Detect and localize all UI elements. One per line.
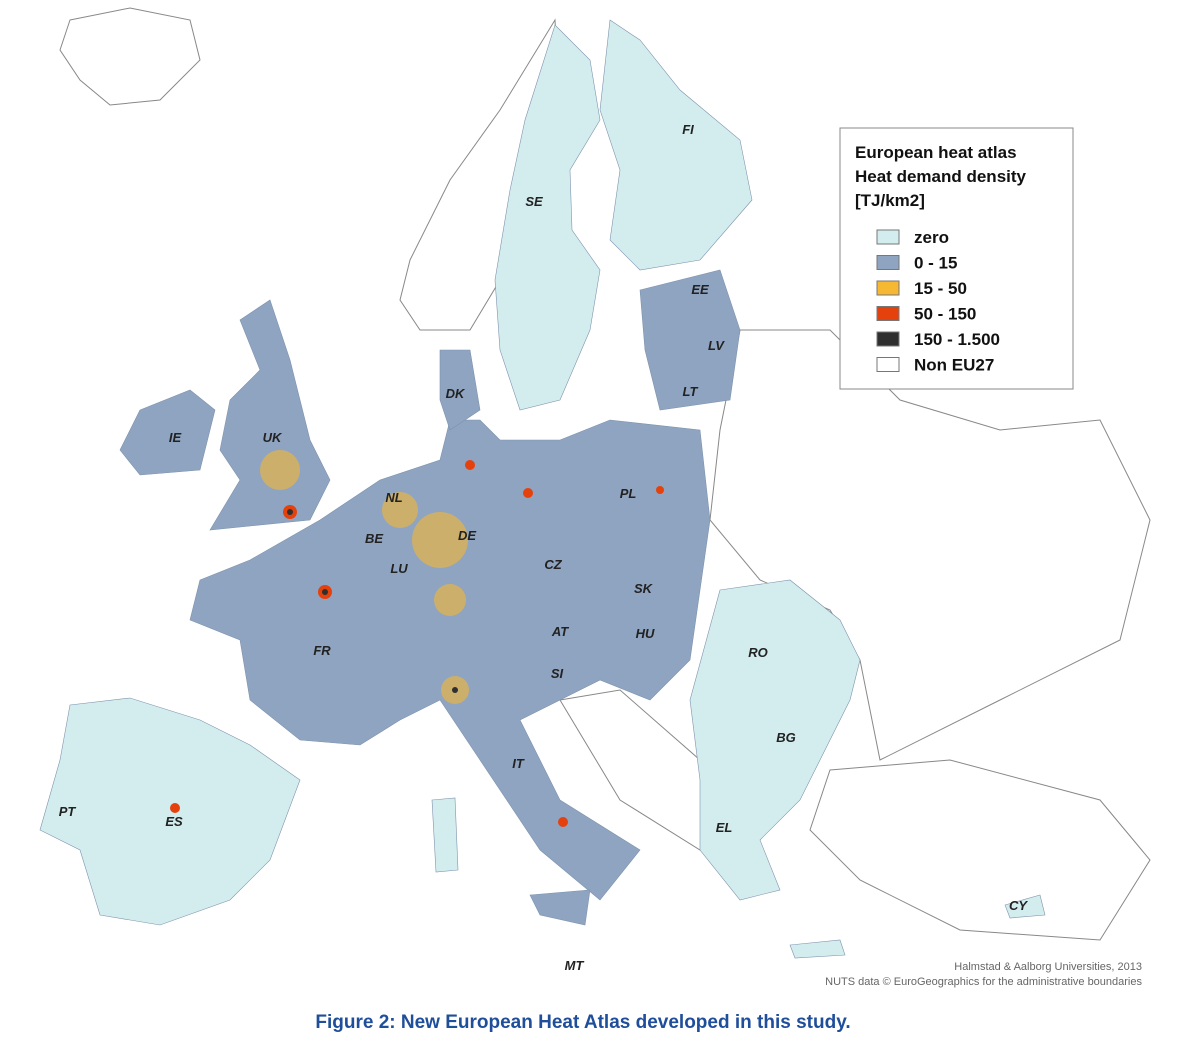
country-label: PL	[620, 486, 637, 501]
country-label: RO	[748, 645, 768, 660]
country-label: MT	[565, 958, 585, 973]
country-label: CY	[1009, 898, 1028, 913]
legend-label: zero	[914, 228, 949, 247]
credit: Halmstad & Aalborg Universities, 2013	[954, 961, 1142, 973]
legend-label: 50 - 150	[914, 305, 976, 324]
legend-swatch	[876, 229, 900, 245]
legend-swatch	[876, 331, 900, 347]
country-label: ES	[165, 814, 183, 829]
legend-label: Non EU27	[914, 356, 994, 375]
country-label: IE	[169, 430, 182, 445]
country-label: CZ	[544, 557, 562, 572]
country-label: SK	[634, 581, 654, 596]
eu-land-zero	[39, 19, 861, 926]
hotspots	[170, 450, 664, 827]
eu-land-low	[119, 269, 1046, 959]
country-label: UK	[263, 430, 283, 445]
legend-title: Heat demand density	[855, 167, 1027, 186]
country-label: EE	[691, 282, 709, 297]
country-label: NL	[385, 490, 402, 505]
country-label: IT	[512, 756, 525, 771]
country-label: SE	[525, 194, 543, 209]
country-label: LU	[390, 561, 408, 576]
legend-title: [TJ/km2]	[855, 191, 925, 210]
credit: NUTS data © EuroGeographics for the admi…	[825, 976, 1142, 988]
legend-label: 0 - 15	[914, 254, 957, 273]
country-label: SI	[551, 666, 564, 681]
legend-swatch	[876, 280, 900, 296]
legend-swatch	[876, 357, 900, 372]
legend-label: 150 - 1.500	[914, 330, 1000, 349]
country-label: EL	[716, 820, 733, 835]
legend-label: 15 - 50	[914, 279, 967, 298]
country-label: HU	[636, 626, 655, 641]
country-label: BE	[365, 531, 383, 546]
country-label: BG	[776, 730, 796, 745]
country-label: DK	[446, 386, 466, 401]
legend-swatch	[876, 255, 900, 270]
legend-swatch	[876, 306, 900, 321]
country-labels: FI SE EE LV LT DK IE UK NL BE DE LU PL C…	[59, 122, 1029, 973]
country-label: AT	[551, 624, 569, 639]
country-label: LV	[708, 338, 725, 353]
country-label: FI	[682, 122, 694, 137]
country-label: LT	[683, 384, 699, 399]
country-label: FR	[313, 643, 331, 658]
country-label: PT	[59, 804, 77, 819]
country-label: DE	[458, 528, 476, 543]
legend: European heat atlas Heat demand density …	[839, 127, 1074, 390]
legend-title: European heat atlas	[855, 143, 1017, 162]
caption: Figure 2: New European Heat Atlas develo…	[315, 1012, 850, 1033]
